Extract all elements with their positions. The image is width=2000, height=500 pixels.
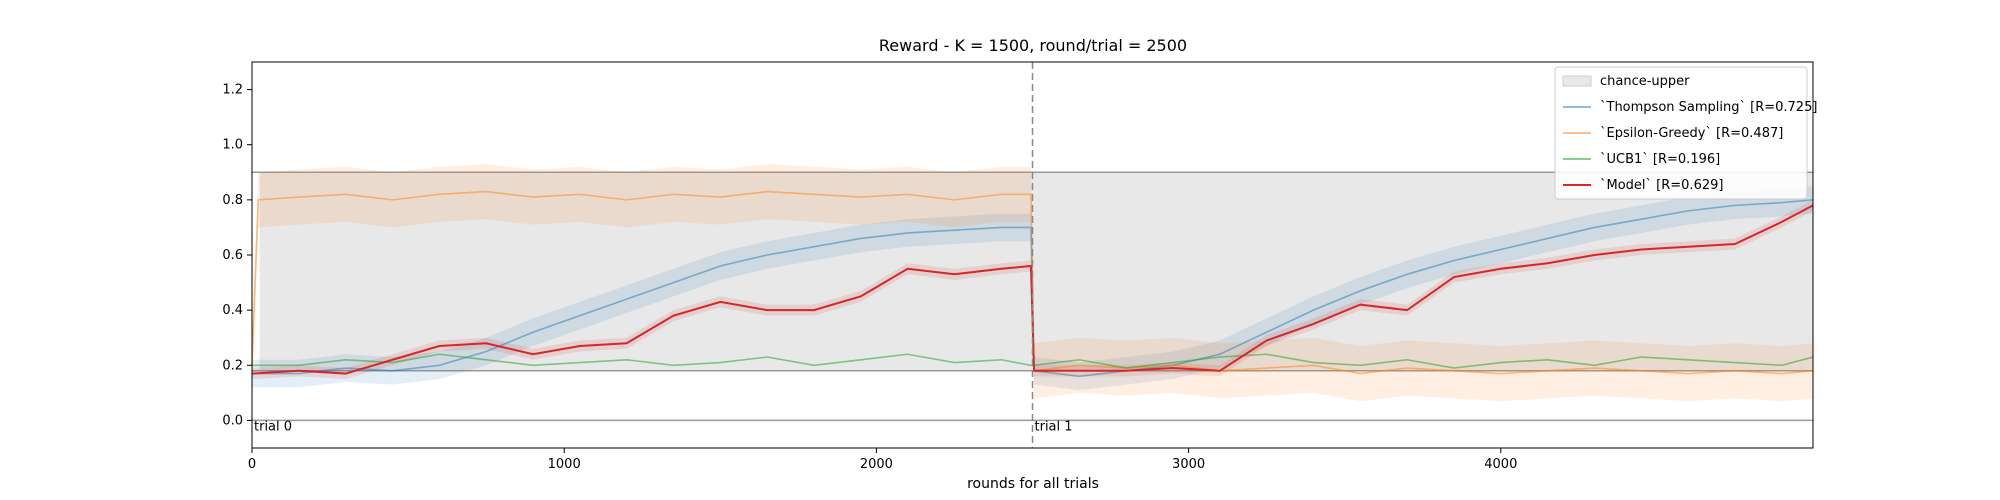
legend-label: `Epsilon-Greedy` [R=0.487] <box>1600 126 1783 141</box>
chart-title: Reward - K = 1500, round/trial = 2500 <box>879 36 1187 55</box>
y-tick-label: 0.2 <box>222 358 243 373</box>
x-tick-label: 4000 <box>1484 457 1517 472</box>
x-tick-label: 3000 <box>1172 457 1205 472</box>
x-tick-label: 2000 <box>860 457 893 472</box>
y-tick-label: 1.0 <box>222 138 243 153</box>
y-tick-label: 1.2 <box>222 83 243 98</box>
x-axis-title: rounds for all trials <box>967 476 1099 492</box>
legend-label: `Model` [R=0.629] <box>1600 178 1723 193</box>
x-tick-label: 1000 <box>548 457 581 472</box>
legend-label: `UCB1` [R=0.196] <box>1600 152 1720 167</box>
annotation-trial-1: trial 1 <box>1035 419 1073 434</box>
legend-label: `Thompson Sampling` [R=0.725] <box>1600 100 1817 115</box>
y-tick-label: 0.6 <box>222 248 243 263</box>
y-tick-label: 0.0 <box>222 413 243 428</box>
y-tick-label: 0.8 <box>222 193 243 208</box>
legend-label: chance-upper <box>1600 74 1690 89</box>
annotation-trial-0: trial 0 <box>254 419 292 434</box>
series-line-1 <box>252 190 1813 375</box>
plot-area <box>252 62 1813 448</box>
legend-box <box>1554 66 1808 200</box>
legend-swatch-chance-upper <box>1562 75 1592 87</box>
y-tick-label: 0.4 <box>222 303 243 318</box>
x-tick-label: 0 <box>248 457 256 472</box>
